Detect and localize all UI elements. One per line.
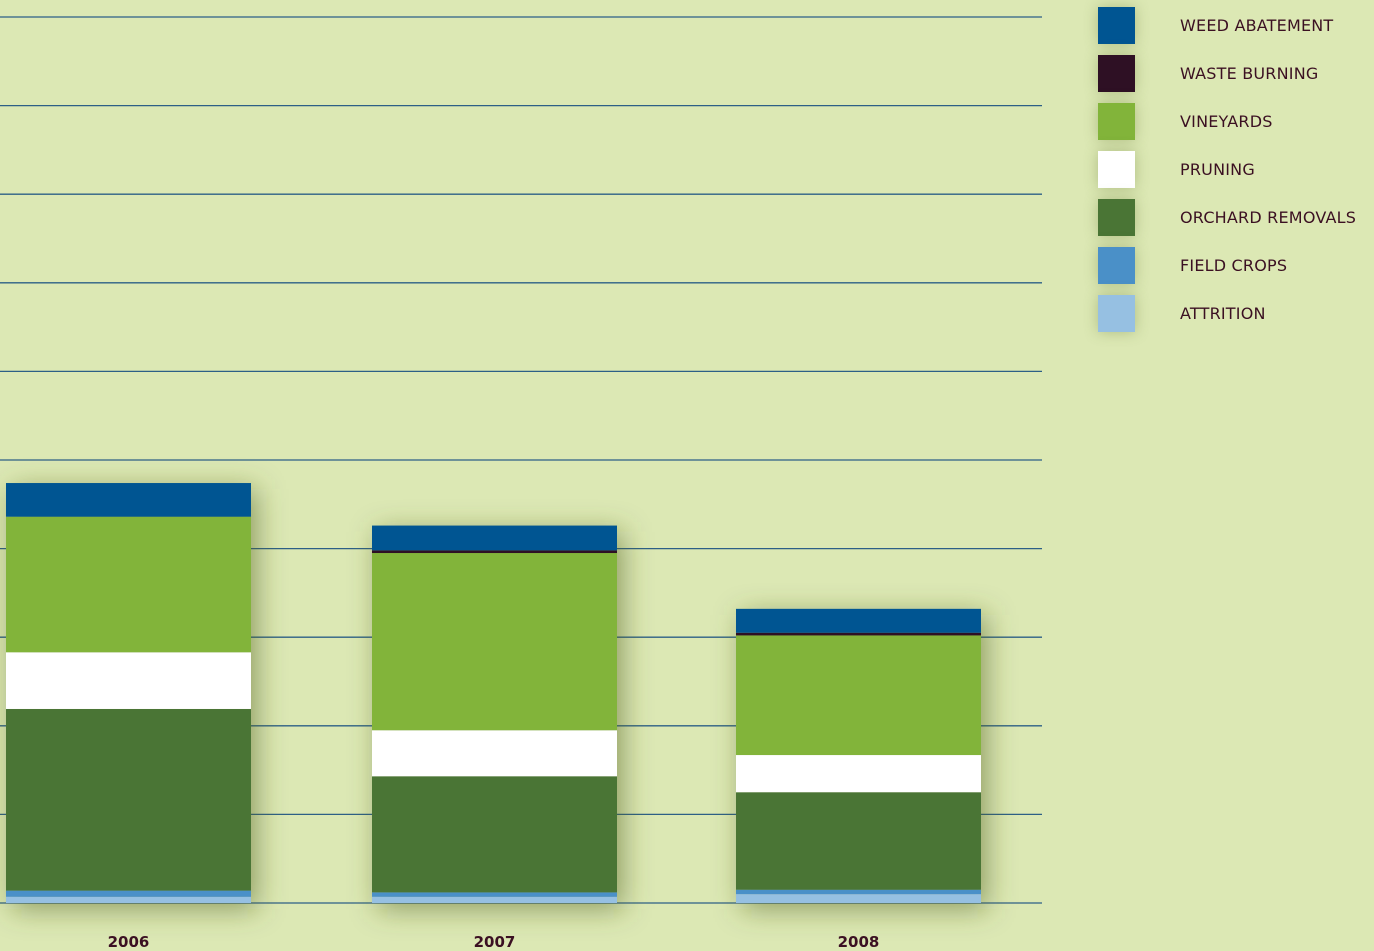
legend-label: PRUNING — [1180, 160, 1255, 179]
legend-label: WASTE BURNING — [1180, 64, 1319, 83]
bar-segment-orchard-removals — [6, 708, 251, 891]
legend-swatch — [1098, 295, 1135, 332]
bar-segment-weed-abatement — [736, 608, 981, 633]
bar-segment-waste-burning — [372, 550, 617, 554]
category-labels: 2006 2007 2008 — [108, 933, 880, 951]
bar-segment-vineyards — [372, 553, 617, 731]
legend-label: ATTRITION — [1180, 304, 1266, 323]
bar-segment-field-crops — [372, 892, 617, 897]
bar-segment-waste-burning — [736, 632, 981, 636]
legend-item: ATTRITION — [1098, 295, 1374, 332]
bar-segment-orchard-removals — [372, 776, 617, 893]
category-label: 2006 — [108, 933, 150, 951]
legend-swatch — [1098, 103, 1135, 140]
bar-segment-pruning — [6, 652, 251, 709]
bar-segment-weed-abatement — [372, 525, 617, 551]
legend-item: VINEYARDS — [1098, 103, 1374, 140]
bars — [6, 483, 981, 903]
category-label: 2007 — [474, 933, 516, 951]
legend-swatch — [1098, 199, 1135, 236]
bar-segment-attrition — [736, 894, 981, 903]
bar-segment-field-crops — [6, 890, 251, 897]
bar-segment-pruning — [372, 730, 617, 777]
legend-item: PRUNING — [1098, 151, 1374, 188]
legend-item: ORCHARD REMOVALS — [1098, 199, 1374, 236]
bar-segment-pruning — [736, 755, 981, 793]
bar-segment-orchard-removals — [736, 792, 981, 890]
legend-label: FIELD CROPS — [1180, 256, 1288, 275]
category-label: 2008 — [838, 933, 880, 951]
legend-swatch — [1098, 7, 1135, 44]
legend-label: ORCHARD REMOVALS — [1180, 208, 1357, 227]
legend: WEED ABATEMENT WASTE BURNING VINEYARDS PRUN… — [1098, 7, 1374, 343]
bar-segment-attrition — [6, 896, 251, 903]
bar-segment-vineyards — [6, 516, 251, 653]
bar-segment-attrition — [372, 896, 617, 903]
legend-item: WEED ABATEMENT — [1098, 7, 1374, 44]
legend-label: WEED ABATEMENT — [1180, 16, 1334, 35]
legend-item: FIELD CROPS — [1098, 247, 1374, 284]
legend-swatch — [1098, 151, 1135, 188]
legend-label: VINEYARDS — [1180, 112, 1273, 131]
bar-segment-field-crops — [736, 889, 981, 895]
bar-segment-weed-abatement — [6, 483, 251, 517]
legend-swatch — [1098, 247, 1135, 284]
legend-swatch — [1098, 55, 1135, 92]
bar-segment-vineyards — [736, 635, 981, 756]
legend-item: WASTE BURNING — [1098, 55, 1374, 92]
